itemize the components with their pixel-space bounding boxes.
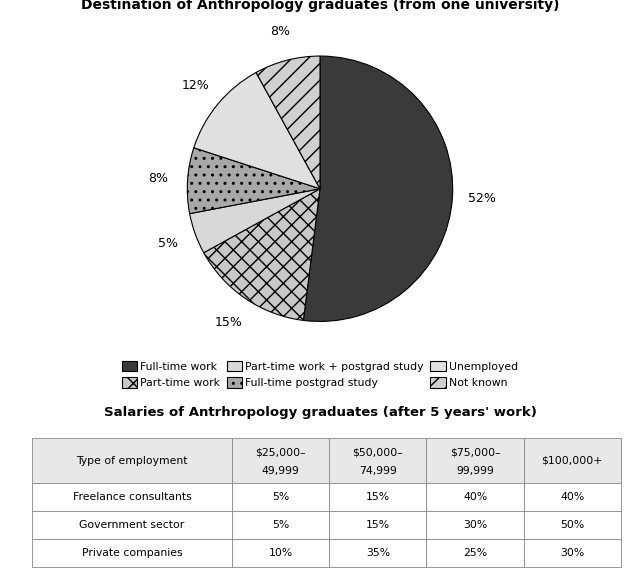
- FancyBboxPatch shape: [426, 438, 524, 483]
- Wedge shape: [189, 189, 320, 253]
- Text: 49,999: 49,999: [262, 466, 300, 475]
- Text: 15%: 15%: [215, 316, 243, 329]
- Wedge shape: [303, 56, 452, 321]
- Text: $50,000–: $50,000–: [353, 447, 403, 458]
- Text: 8%: 8%: [269, 25, 290, 38]
- Legend: Full-time work, Part-time work, Part-time work + postgrad study, Full-time postg: Full-time work, Part-time work, Part-tim…: [122, 361, 518, 388]
- Text: Freelance consultants: Freelance consultants: [73, 492, 191, 502]
- Text: 5%: 5%: [157, 237, 178, 250]
- FancyBboxPatch shape: [524, 511, 621, 539]
- FancyBboxPatch shape: [524, 438, 621, 483]
- Text: 40%: 40%: [560, 492, 584, 502]
- Text: Private companies: Private companies: [82, 548, 182, 558]
- Wedge shape: [188, 148, 320, 213]
- Text: 8%: 8%: [148, 172, 168, 185]
- FancyBboxPatch shape: [426, 511, 524, 539]
- Text: 15%: 15%: [366, 492, 390, 502]
- Text: 40%: 40%: [463, 492, 487, 502]
- FancyBboxPatch shape: [32, 438, 232, 483]
- FancyBboxPatch shape: [330, 483, 426, 511]
- Title: Destination of Anthropology graduates (from one university): Destination of Anthropology graduates (f…: [81, 0, 559, 12]
- Wedge shape: [256, 56, 320, 189]
- Text: 10%: 10%: [269, 548, 293, 558]
- FancyBboxPatch shape: [330, 438, 426, 483]
- Text: 12%: 12%: [181, 79, 209, 92]
- Text: $75,000–: $75,000–: [450, 447, 500, 458]
- FancyBboxPatch shape: [232, 483, 330, 511]
- FancyBboxPatch shape: [426, 539, 524, 567]
- FancyBboxPatch shape: [232, 539, 330, 567]
- Text: 50%: 50%: [560, 520, 584, 530]
- Text: 30%: 30%: [463, 520, 487, 530]
- Text: 74,999: 74,999: [359, 466, 397, 475]
- Text: 5%: 5%: [272, 520, 289, 530]
- Wedge shape: [194, 73, 320, 189]
- FancyBboxPatch shape: [524, 483, 621, 511]
- FancyBboxPatch shape: [524, 539, 621, 567]
- FancyBboxPatch shape: [232, 438, 330, 483]
- FancyBboxPatch shape: [232, 511, 330, 539]
- FancyBboxPatch shape: [32, 539, 232, 567]
- FancyBboxPatch shape: [32, 511, 232, 539]
- Text: 25%: 25%: [463, 548, 487, 558]
- Wedge shape: [204, 189, 320, 320]
- Text: 99,999: 99,999: [456, 466, 494, 475]
- Text: $25,000–: $25,000–: [255, 447, 306, 458]
- Text: Government sector: Government sector: [79, 520, 185, 530]
- Text: 15%: 15%: [366, 520, 390, 530]
- FancyBboxPatch shape: [330, 539, 426, 567]
- Text: 30%: 30%: [560, 548, 584, 558]
- FancyBboxPatch shape: [330, 511, 426, 539]
- Text: 52%: 52%: [468, 192, 495, 205]
- Text: 35%: 35%: [366, 548, 390, 558]
- FancyBboxPatch shape: [32, 483, 232, 511]
- Text: Salaries of Antrhropology graduates (after 5 years' work): Salaries of Antrhropology graduates (aft…: [104, 406, 536, 419]
- FancyBboxPatch shape: [426, 483, 524, 511]
- Text: Type of employment: Type of employment: [76, 456, 188, 466]
- Text: $100,000+: $100,000+: [541, 456, 603, 466]
- Text: 5%: 5%: [272, 492, 289, 502]
